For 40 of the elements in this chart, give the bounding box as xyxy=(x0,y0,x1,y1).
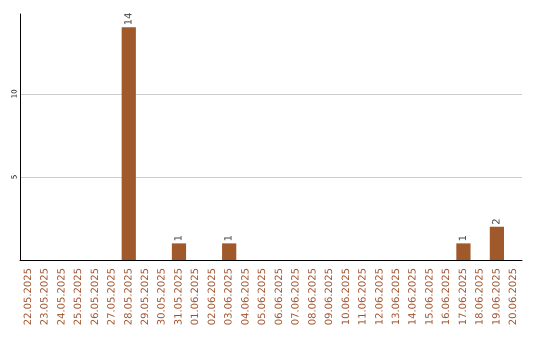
bar xyxy=(122,27,136,260)
x-tick-label: 11.06.2025 xyxy=(358,268,369,326)
x-tick-label: 16.06.2025 xyxy=(441,268,452,326)
x-tick-label: 12.06.2025 xyxy=(374,268,386,326)
bar xyxy=(222,243,236,260)
x-tick-label: 03.06.2025 xyxy=(224,268,235,326)
x-tick-label: 02.06.2025 xyxy=(206,268,218,326)
x-tick-label: 10.06.2025 xyxy=(340,268,352,326)
x-tick-label: 30.05.2025 xyxy=(156,268,168,326)
x-tick-label: 29.05.2025 xyxy=(140,268,151,326)
x-tick-label: 18.06.2025 xyxy=(474,268,486,326)
data-label: 1 xyxy=(173,235,184,242)
x-tick-label: 19.06.2025 xyxy=(491,268,502,326)
x-tick-label: 07.06.2025 xyxy=(290,268,302,326)
x-tick-label: 20.06.2025 xyxy=(508,268,520,326)
x-tick-label: 28.05.2025 xyxy=(123,268,134,326)
x-tick-label: 06.06.2025 xyxy=(274,268,285,326)
data-label: 1 xyxy=(224,235,235,242)
x-tick-label: 24.05.2025 xyxy=(56,268,68,326)
x-tick-label: 25.05.2025 xyxy=(73,268,84,326)
x-tick-label: 31.05.2025 xyxy=(173,268,184,326)
data-label: 2 xyxy=(491,218,502,225)
x-tick-label: 13.06.2025 xyxy=(391,268,402,326)
x-tick-label: 15.06.2025 xyxy=(424,268,436,326)
data-label: 14 xyxy=(123,12,134,26)
bar xyxy=(172,243,186,260)
bar xyxy=(490,226,504,260)
x-tick-label: 04.06.2025 xyxy=(240,268,252,326)
x-tick-label: 08.06.2025 xyxy=(307,268,318,326)
bar xyxy=(456,243,471,260)
x-tick-label: 27.05.2025 xyxy=(106,268,118,326)
x-tick-label: 22.05.2025 xyxy=(22,268,34,326)
x-tick-label: 14.06.2025 xyxy=(408,268,419,326)
x-tick-label: 05.06.2025 xyxy=(257,268,268,326)
x-tick-label: 23.05.2025 xyxy=(40,268,51,326)
data-label: 1 xyxy=(458,235,469,242)
x-tick-label: 17.06.2025 xyxy=(458,268,469,326)
x-tick-label: 26.05.2025 xyxy=(90,268,101,326)
x-tick-label: 01.06.2025 xyxy=(190,268,202,326)
x-tick-label: 09.06.2025 xyxy=(324,268,336,326)
